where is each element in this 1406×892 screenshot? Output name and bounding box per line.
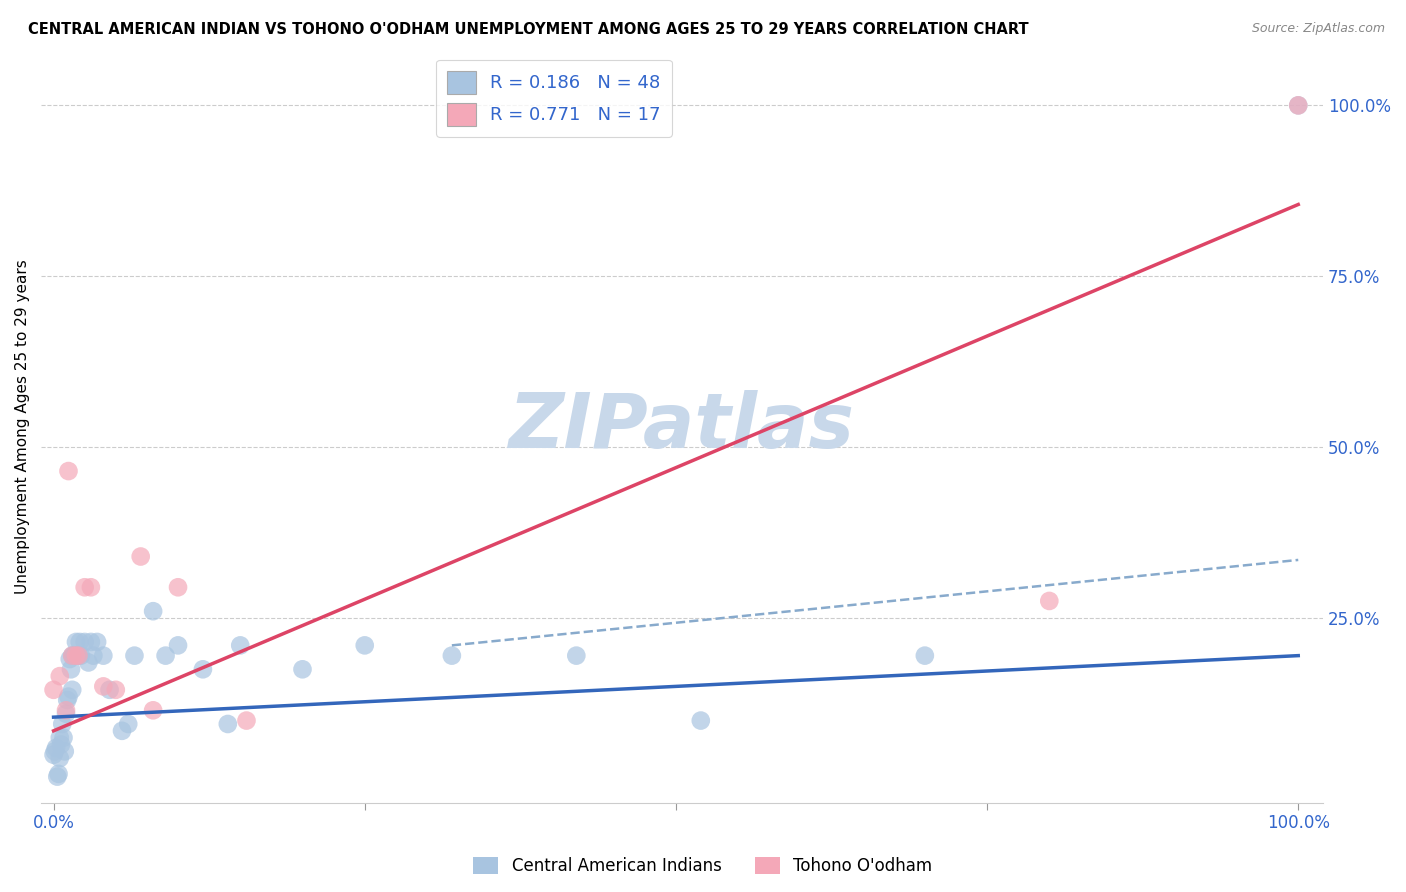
Point <box>689 714 711 728</box>
Point <box>80 580 103 594</box>
Text: Source: ZipAtlas.com: Source: ZipAtlas.com <box>1251 22 1385 36</box>
Point <box>235 714 257 728</box>
Text: ZIPatlas: ZIPatlas <box>509 390 855 464</box>
Point <box>56 693 79 707</box>
Point <box>46 770 69 784</box>
Point <box>73 580 96 594</box>
Y-axis label: Unemployment Among Ages 25 to 29 years: Unemployment Among Ages 25 to 29 years <box>15 260 30 594</box>
Legend: R = 0.186   N = 48, R = 0.771   N = 17: R = 0.186 N = 48, R = 0.771 N = 17 <box>436 60 672 136</box>
Point <box>229 639 252 653</box>
Point <box>52 731 75 745</box>
Point <box>49 669 72 683</box>
Point <box>63 648 86 663</box>
Point <box>48 767 70 781</box>
Point <box>167 580 190 594</box>
Point <box>70 648 93 663</box>
Point <box>914 648 936 663</box>
Point <box>69 635 91 649</box>
Point <box>67 648 90 663</box>
Point <box>80 635 103 649</box>
Point <box>142 604 165 618</box>
Point <box>67 648 90 663</box>
Point <box>129 549 152 564</box>
Point <box>58 464 80 478</box>
Point <box>49 751 72 765</box>
Point <box>353 639 375 653</box>
Point <box>291 662 314 676</box>
Point <box>440 648 463 663</box>
Point <box>217 717 239 731</box>
Point <box>124 648 146 663</box>
Point <box>55 703 77 717</box>
Point <box>117 717 139 731</box>
Point <box>155 648 177 663</box>
Point <box>111 723 134 738</box>
Point <box>60 648 83 663</box>
Point <box>77 656 100 670</box>
Point <box>44 744 66 758</box>
Point <box>93 648 115 663</box>
Point <box>1286 98 1309 112</box>
Point <box>98 682 121 697</box>
Point <box>73 635 96 649</box>
Point <box>93 679 115 693</box>
Point <box>59 652 82 666</box>
Point <box>565 648 588 663</box>
Point <box>1286 98 1309 112</box>
Point <box>51 717 73 731</box>
Point <box>55 706 77 721</box>
Point <box>66 648 89 663</box>
Point <box>58 690 80 704</box>
Text: CENTRAL AMERICAN INDIAN VS TOHONO O'ODHAM UNEMPLOYMENT AMONG AGES 25 TO 29 YEARS: CENTRAL AMERICAN INDIAN VS TOHONO O'ODHA… <box>28 22 1029 37</box>
Point <box>42 682 65 697</box>
Point <box>86 635 108 649</box>
Point <box>45 740 67 755</box>
Point <box>49 738 72 752</box>
Legend: Central American Indians, Tohono O'odham: Central American Indians, Tohono O'odham <box>467 850 939 882</box>
Point <box>1038 594 1060 608</box>
Point <box>104 682 127 697</box>
Point <box>167 639 190 653</box>
Point <box>82 648 104 663</box>
Point <box>49 731 72 745</box>
Point <box>59 662 82 676</box>
Point <box>191 662 214 676</box>
Point <box>53 744 76 758</box>
Point <box>60 682 83 697</box>
Point <box>60 648 83 663</box>
Point <box>142 703 165 717</box>
Point <box>65 648 87 663</box>
Point <box>42 747 65 762</box>
Point <box>62 648 84 663</box>
Point <box>65 635 87 649</box>
